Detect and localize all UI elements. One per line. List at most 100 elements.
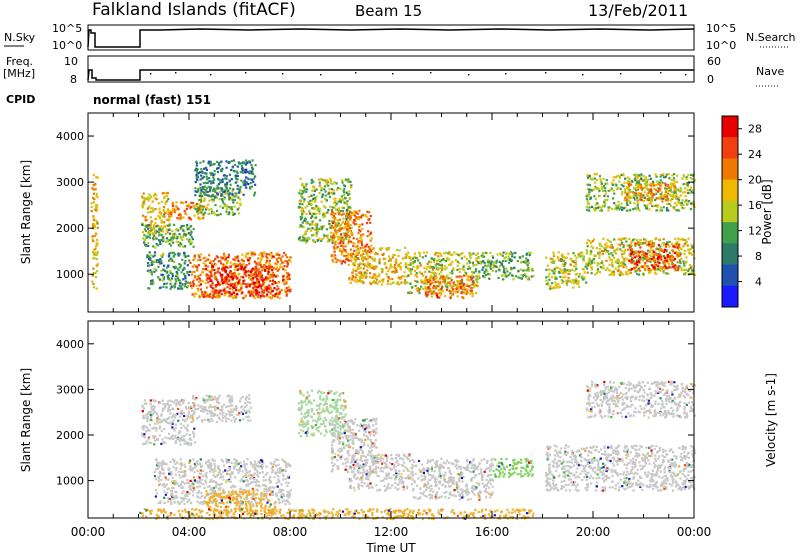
range-cell xyxy=(647,198,650,201)
range-cell xyxy=(629,209,632,212)
range-cell xyxy=(634,250,637,253)
range-cell xyxy=(613,183,616,186)
range-cell xyxy=(435,277,438,280)
range-cell xyxy=(217,182,221,186)
range-cell xyxy=(468,253,471,256)
range-cell xyxy=(173,237,177,240)
range-cell xyxy=(378,262,381,265)
range-cell xyxy=(653,242,656,245)
range-cell xyxy=(676,197,679,200)
range-cell xyxy=(144,197,147,200)
range-cell xyxy=(272,266,275,269)
colorbar-swatch xyxy=(722,179,738,202)
range-cell xyxy=(228,173,231,176)
range-cell xyxy=(668,266,671,269)
range-cell xyxy=(642,272,645,275)
y-tick-label: 3000 xyxy=(56,176,84,189)
range-cell xyxy=(194,408,197,411)
range-cell xyxy=(621,206,624,209)
range-cell xyxy=(607,206,610,209)
range-cell xyxy=(531,267,534,270)
range-cell xyxy=(404,262,407,265)
range-cell xyxy=(428,277,432,280)
range-cell xyxy=(600,209,603,212)
range-cell xyxy=(361,256,364,259)
range-cell xyxy=(636,260,639,264)
range-cell xyxy=(251,286,255,290)
range-cell xyxy=(692,191,695,194)
range-cell xyxy=(502,278,505,281)
range-cell xyxy=(158,234,161,237)
range-cell xyxy=(637,193,640,196)
range-cell xyxy=(205,273,208,276)
range-cell xyxy=(223,279,226,282)
range-cell xyxy=(170,211,173,214)
range-cell xyxy=(341,199,344,202)
power-colorbar-label: Power [dB] xyxy=(760,179,774,244)
range-cell xyxy=(146,232,149,235)
range-cell xyxy=(155,237,158,240)
range-cell xyxy=(200,186,203,189)
range-cell xyxy=(422,280,425,283)
range-cell xyxy=(419,264,422,267)
range-cell xyxy=(460,287,463,290)
range-cell xyxy=(449,295,452,298)
range-cell xyxy=(397,281,400,284)
range-cell xyxy=(527,269,530,272)
range-cell xyxy=(469,283,473,287)
range-cell xyxy=(213,289,216,292)
range-cell xyxy=(425,275,428,278)
range-cell xyxy=(578,285,581,288)
range-cell xyxy=(687,200,690,203)
range-cell xyxy=(457,285,460,288)
range-cell xyxy=(229,183,232,186)
range-cell xyxy=(668,251,671,254)
nsky-label: N.Sky xyxy=(4,31,36,44)
range-cell xyxy=(691,189,694,192)
range-cell xyxy=(340,223,343,226)
range-cell xyxy=(197,264,200,267)
range-cell xyxy=(617,260,620,263)
range-cell xyxy=(648,174,651,177)
range-cell xyxy=(235,293,239,296)
range-cell xyxy=(217,167,220,170)
range-cell xyxy=(91,280,94,283)
range-cell xyxy=(649,247,652,250)
range-cell xyxy=(193,295,196,298)
range-cell xyxy=(153,254,156,257)
range-cell xyxy=(415,272,418,275)
range-cell xyxy=(622,246,625,249)
range-cell xyxy=(231,286,234,289)
range-cell xyxy=(635,184,638,187)
range-cell xyxy=(344,249,347,252)
range-cell xyxy=(348,190,351,193)
range-cell xyxy=(612,176,615,179)
range-cell xyxy=(334,243,337,246)
range-cell xyxy=(361,276,364,279)
range-cell xyxy=(243,168,246,171)
range-cell xyxy=(683,268,686,271)
range-cell xyxy=(421,274,424,277)
range-cell xyxy=(340,261,343,264)
range-cell xyxy=(352,262,355,265)
range-cell xyxy=(172,241,175,244)
range-cell xyxy=(689,189,692,192)
range-cell xyxy=(381,280,385,283)
range-cell xyxy=(162,209,165,213)
range-cell xyxy=(517,276,520,279)
range-cell xyxy=(311,222,314,225)
range-cell xyxy=(632,208,635,211)
range-cell xyxy=(636,202,639,205)
range-cell xyxy=(275,266,279,269)
range-cell xyxy=(94,224,97,227)
range-cell xyxy=(227,266,230,269)
range-cell xyxy=(351,271,354,274)
range-cell xyxy=(690,190,693,193)
range-cell xyxy=(171,259,174,262)
range-cell xyxy=(357,258,360,261)
range-cell xyxy=(643,242,647,245)
range-cell xyxy=(328,188,331,191)
range-cell xyxy=(331,236,334,239)
range-cell xyxy=(199,406,202,409)
range-cell xyxy=(628,253,631,256)
